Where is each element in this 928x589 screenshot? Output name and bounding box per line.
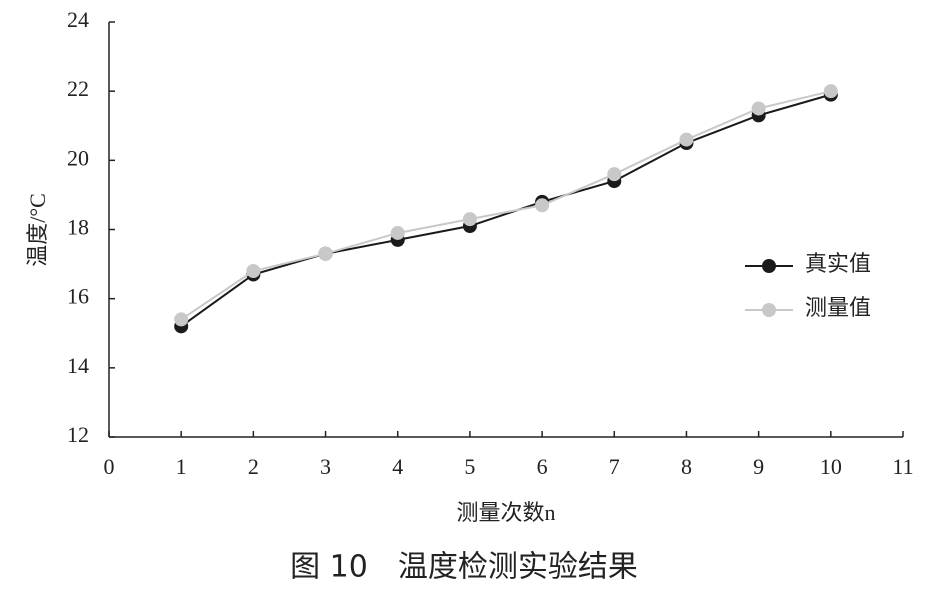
data-point	[607, 167, 622, 182]
data-point	[246, 264, 261, 278]
x-tick-label: 11	[892, 454, 913, 479]
series-line	[180, 90, 832, 321]
x-tick-label: 8	[681, 454, 692, 479]
x-tick-label: 6	[537, 454, 548, 479]
data-point	[462, 212, 477, 227]
x-tick-label: 1	[176, 454, 187, 479]
x-tick-label: 4	[392, 454, 403, 479]
legend-label: 真实值	[805, 251, 871, 276]
series-line	[180, 93, 832, 328]
y-tick-label: 18	[67, 215, 89, 240]
data-point	[174, 312, 189, 327]
x-tick-label: 9	[753, 454, 764, 479]
data-point	[751, 101, 766, 116]
x-axis-label: 测量次数n	[456, 500, 555, 525]
x-tick-label: 5	[464, 454, 475, 479]
y-tick-label: 14	[67, 353, 89, 378]
x-tick-label: 7	[609, 454, 620, 479]
legend-marker	[762, 303, 776, 317]
legend-label: 测量值	[805, 295, 871, 320]
y-tick-label: 24	[67, 7, 89, 32]
data-point	[318, 246, 333, 261]
x-tick-label: 2	[248, 454, 259, 479]
y-tick-label: 22	[67, 76, 89, 101]
x-tick-label: 0	[104, 454, 115, 479]
caption: 图 10 温度检测实验结果	[290, 550, 638, 585]
x-tick-label: 3	[320, 454, 331, 479]
data-point	[679, 132, 694, 147]
y-tick-label: 12	[67, 422, 89, 447]
data-point	[823, 84, 838, 99]
x-tick-label: 10	[820, 454, 842, 479]
data-point	[390, 225, 405, 240]
y-tick-label: 16	[67, 284, 89, 309]
data-point	[535, 198, 550, 213]
legend-marker	[762, 259, 776, 273]
y-tick-label: 20	[67, 145, 89, 170]
y-axis-label: 温度/°C	[25, 193, 50, 267]
